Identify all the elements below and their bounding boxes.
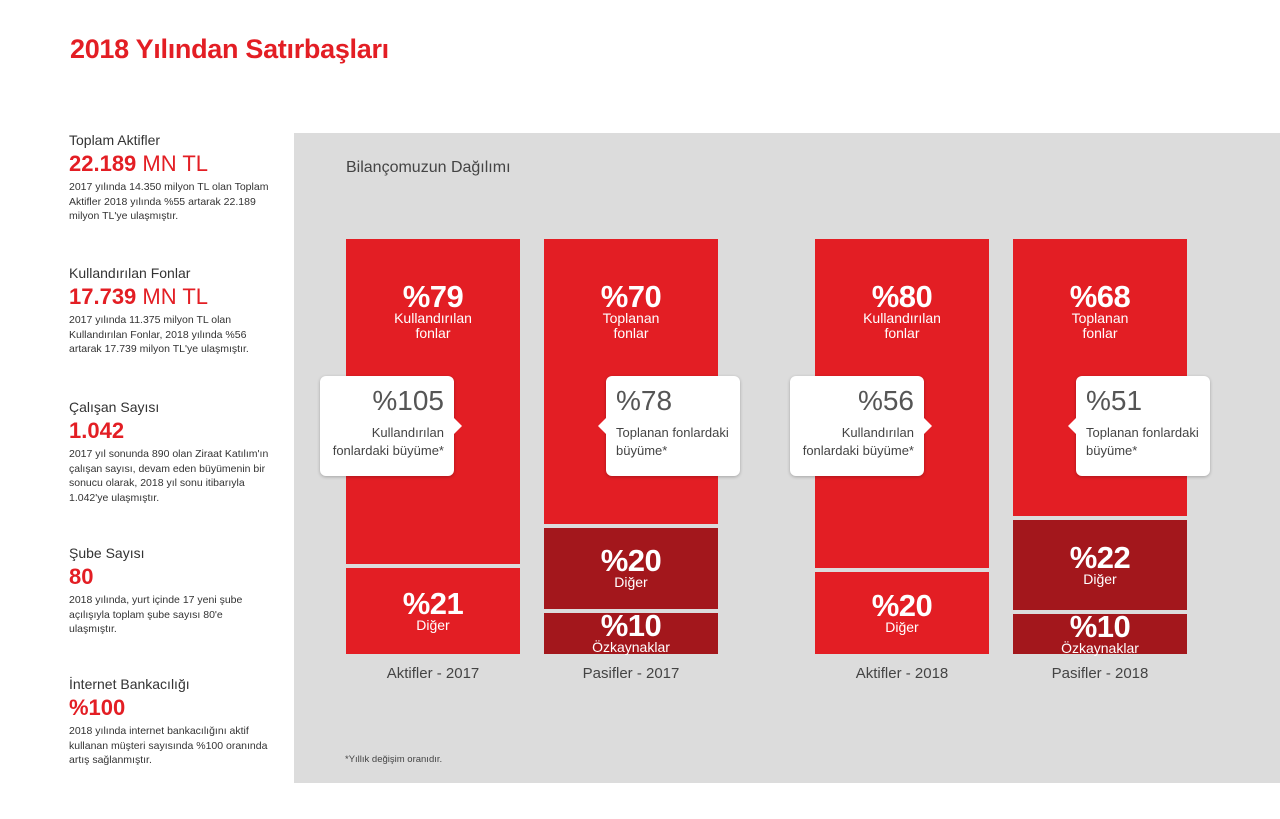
segment-percent-label: %70 [600,279,662,314]
stat-branch-count: Şube Sayısı 80 2018 yılında, yurt içinde… [69,545,289,637]
stat-label: İnternet Bankacılığı [69,676,190,692]
stat-value: 17.739 MN TL [69,284,209,309]
stat-label: Çalışan Sayısı [69,399,160,415]
balance-chart-panel: Bilançomuzun Dağılımı %79 Kullandırılan fo… [294,133,1280,783]
growth-callout: %78 Toplanan fonlardaki büyüme* [598,376,740,476]
x-axis-label: Pasifler - 2018 [1051,665,1149,682]
segment-name-label: Kullandırılan fonlar [394,310,472,341]
callout-value: %105 [372,385,444,416]
segment-percent-label: %80 [871,279,933,314]
segment-name-label: Diğer [885,618,919,635]
page-title: 2018 Yılından Satırbaşları [70,34,389,64]
segment-name-label: Özkaynaklar [1061,639,1139,656]
callout-value: %78 [616,385,673,416]
callout-text: Toplanan fonlardaki büyüme* [616,425,729,458]
segment-name-label: Diğer [1083,570,1117,587]
chart-footnote: *Yıllık değişim oranıdır. [345,754,443,765]
callout-text: Kullandırılan fonlardaki büyüme* [332,425,444,458]
callout-text: Kullandırılan fonlardaki büyüme* [802,425,914,458]
stat-label: Şube Sayısı [69,545,145,561]
stat-desc: 2017 yılında 11.375 milyon TL olan Kulla… [69,314,249,355]
segment-percent-label: %21 [402,585,464,621]
chart-title: Bilançomuzun Dağılımı [346,159,511,176]
callout-text: Toplanan fonlardaki büyüme* [1086,425,1199,458]
stat-value: %100 [69,695,126,720]
bar-segment-pasifler-2018-1: %22 Diğer [1013,520,1187,610]
growth-callout: %51 Toplanan fonlardaki büyüme* [1068,376,1210,476]
growth-callout: %56 Kullandırılan fonlardaki büyüme* [790,376,932,476]
segment-name-label: Kullandırılan fonlar [863,310,941,341]
stat-internet-banking: İnternet Bankacılığı %100 2018 yılında i… [69,676,289,768]
segment-name-label: Diğer [416,616,450,633]
stat-value: 1.042 [69,418,125,443]
callout-value: %51 [1086,385,1143,416]
segment-name-label: Toplanan fonlar [1071,310,1129,341]
x-axis-label: Aktifler - 2017 [386,665,480,682]
stat-desc: 2017 yılında 14.350 milyon TL olan Topla… [69,181,269,222]
bar-segment-pasifler-2017-1: %20 Diğer [544,528,718,609]
callout-value: %56 [857,385,914,416]
bar-segment-aktifler-2018-1: %20 Diğer [815,572,989,654]
stat-value: 80 [69,564,94,589]
stat-label: Toplam Aktifler [69,132,161,148]
segment-name-label: Diğer [614,574,648,590]
growth-callout: %105 Kullandırılan fonlardaki büyüme* [320,376,462,476]
segment-percent-label: %10 [600,608,662,643]
stat-employee-count: Çalışan Sayısı 1.042 2017 yıl sonunda 89… [69,399,289,505]
x-axis-label: Aktifler - 2018 [855,665,949,682]
stat-desc: 2018 yılında internet bankacılığını akti… [69,725,268,766]
x-axis-label: Pasifler - 2017 [582,665,680,682]
stat-used-funds: Kullandırılan Fonlar 17.739 MN TL 2017 y… [69,265,289,357]
stat-label: Kullandırılan Fonlar [69,265,191,281]
stat-value: 22.189 MN TL [69,151,209,176]
segment-name-label: Özkaynaklar [592,639,670,655]
segment-percent-label: %20 [600,543,662,578]
stat-total-assets: Toplam Aktifler 22.189 MN TL 2017 yılınd… [69,132,289,224]
segment-percent-label: %20 [871,587,933,623]
bar-segment-pasifler-2017-2: %10 Özkaynaklar [544,608,718,655]
segment-name-label: Toplanan fonlar [602,310,660,341]
segment-percent-label: %79 [402,279,464,314]
bar-segment-pasifler-2018-2: %10 Özkaynaklar [1013,608,1187,656]
stat-desc: 2017 yıl sonunda 890 olan Ziraat Katılım… [69,448,269,504]
segment-percent-label: %10 [1069,608,1131,644]
segment-percent-label: %68 [1069,279,1131,314]
bar-segment-aktifler-2017-1: %21 Diğer [346,568,520,654]
segment-percent-label: %22 [1069,539,1131,575]
stat-desc: 2018 yılında, yurt içinde 17 yeni şube a… [69,594,243,635]
